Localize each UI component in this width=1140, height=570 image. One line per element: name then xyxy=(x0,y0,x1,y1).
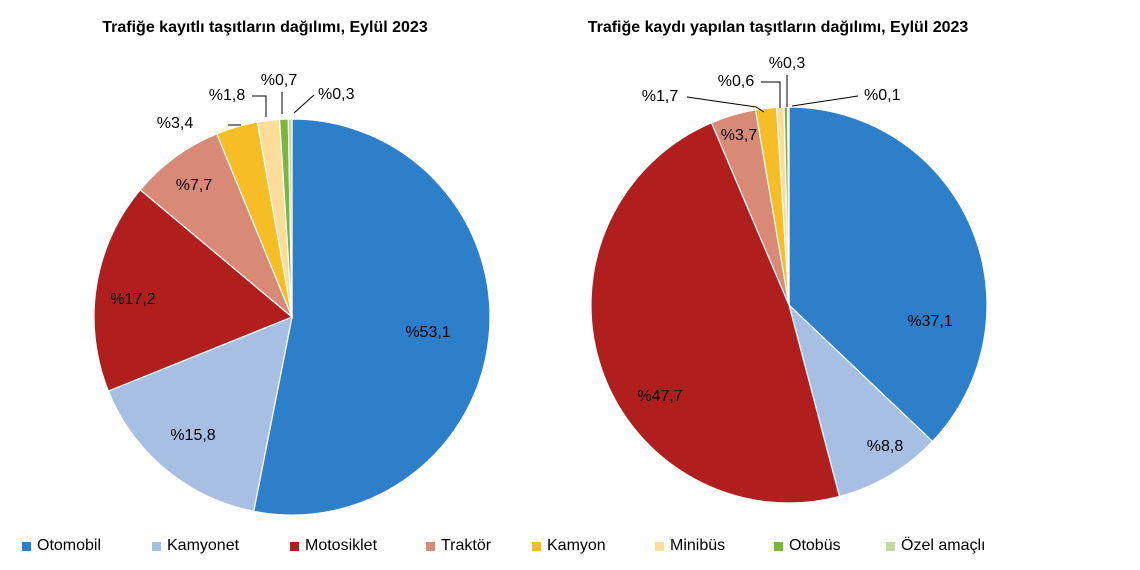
data-label-traktor: %3,7 xyxy=(721,127,758,144)
legend-label: Otobüs xyxy=(789,537,841,554)
data-label-otobus: %0,7 xyxy=(261,72,298,89)
pie-slice-otomobil xyxy=(788,106,988,443)
legend-swatch xyxy=(290,541,299,551)
pie-registered-vehicles: %53,1 %15,8 %17,2 %7,7 %3,4 %1,8 %0,7 %0,3 xyxy=(93,72,491,516)
data-label-minibus: %1,8 xyxy=(209,87,246,104)
leader-line-minibus xyxy=(761,81,781,108)
pie-slice-motosiklet xyxy=(590,122,841,504)
legend-item-otobus: Otobüs xyxy=(774,537,841,555)
data-label-ozel-amacli: %0,3 xyxy=(318,86,355,103)
legend-item-motosiklet: Motosiklet xyxy=(290,537,377,555)
legend-swatch xyxy=(774,541,783,551)
data-label-ozel-amacli: %0,1 xyxy=(864,87,901,104)
data-label-otomobil: %53,1 xyxy=(405,324,450,341)
data-label-minibus: %0,6 xyxy=(718,73,755,90)
legend-label: Traktör xyxy=(441,537,492,554)
leader-line-ozel-amacli xyxy=(791,95,859,107)
legend-swatch xyxy=(655,541,664,551)
chart-title-registered: Trafiğe kayıtlı taşıtların dağılımı, Eyl… xyxy=(102,19,428,36)
legend-item-traktor: Traktör xyxy=(426,537,491,555)
data-label-otobus: %0,3 xyxy=(769,55,806,72)
data-label-kamyon: %3,4 xyxy=(157,115,194,132)
leader-line-minibus xyxy=(252,95,267,117)
legend-swatch xyxy=(152,541,161,551)
pie-slice-ozel-amacli xyxy=(287,118,293,318)
pie-slice-kamyonet xyxy=(107,316,293,512)
legend-label: Minibüs xyxy=(670,537,726,554)
legend-item-kamyonet: Kamyonet xyxy=(152,537,239,555)
data-label-motosiklet: %17,2 xyxy=(110,291,155,308)
data-label-motosiklet: %47,7 xyxy=(637,388,682,405)
legend: Otomobil Kamyonet Motosiklet Traktör Kam… xyxy=(0,537,1140,561)
legend-label: Kamyonet xyxy=(167,537,240,554)
legend-label: Otomobil xyxy=(37,537,102,554)
legend-label: Motosiklet xyxy=(305,537,378,554)
pie-slice-otomobil xyxy=(252,118,491,516)
pie-new-registrations: %37,1 %8,8 %47,7 %3,7 %1,7 %0,6 %0,3 %0,1 xyxy=(590,55,988,504)
data-label-otomobil: %37,1 xyxy=(907,313,952,330)
chart-title-new-registrations: Trafiğe kaydı yapılan taşıtların dağılım… xyxy=(588,19,969,36)
legend-swatch xyxy=(886,541,895,551)
pie-slice-ozel-amacli xyxy=(787,106,790,306)
legend-item-kamyon: Kamyon xyxy=(532,537,606,555)
legend-item-ozel-amacli: Özel amaçlı xyxy=(886,537,985,555)
legend-label: Kamyon xyxy=(547,537,606,554)
data-label-kamyon: %1,7 xyxy=(642,88,679,105)
pie-slice-motosiklet xyxy=(93,188,294,392)
legend-label: Özel amaçlı xyxy=(901,537,986,554)
pie-slice-traktor xyxy=(139,133,293,318)
legend-swatch xyxy=(22,541,31,551)
legend-swatch xyxy=(426,541,435,551)
pie-slice-kamyonet xyxy=(787,303,934,498)
legend-item-otomobil: Otomobil xyxy=(22,537,101,555)
data-label-kamyonet: %15,8 xyxy=(170,427,215,444)
data-label-traktor: %7,7 xyxy=(176,177,213,194)
leader-line-ozel-amacli xyxy=(293,94,315,114)
legend-item-minibus: Minibüs xyxy=(655,537,725,555)
data-label-kamyonet: %8,8 xyxy=(867,438,904,455)
legend-swatch xyxy=(532,541,541,551)
leader-line-kamyon xyxy=(686,96,765,113)
